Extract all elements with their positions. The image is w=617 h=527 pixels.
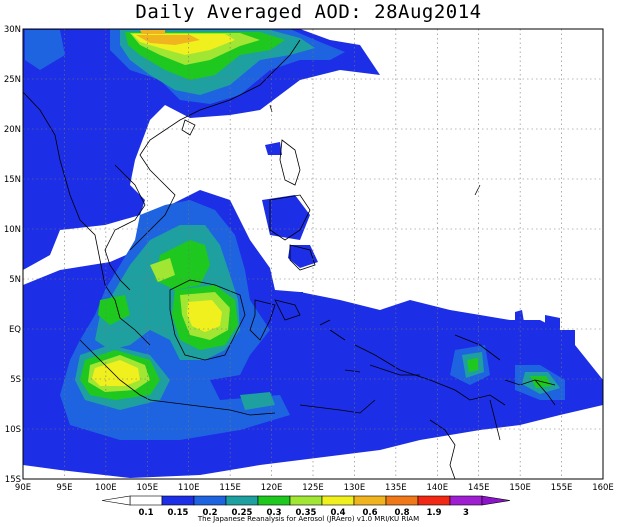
lat-tick-label: 15S	[5, 475, 21, 485]
lon-tick-label: 135E	[385, 483, 407, 493]
colorbar-label: 0.3	[266, 508, 281, 518]
lat-tick-label: 15N	[4, 175, 21, 185]
colorbar-label: 0.15	[168, 508, 189, 518]
lon-tick-label: 90E	[15, 483, 31, 493]
colorbar-swatch	[289, 495, 323, 506]
colorbar-low-arrow	[101, 495, 131, 506]
aod-level-0-6	[136, 30, 200, 45]
colorbar-label: 0.2	[202, 508, 217, 518]
colorbar-swatch	[225, 495, 259, 506]
colorbar-swatch	[321, 495, 355, 506]
lon-tick-label: 150E	[509, 483, 531, 493]
colorbar-swatch	[417, 495, 451, 506]
lon-tick-label: 160E	[592, 483, 614, 493]
lat-tick-label: EQ	[9, 325, 21, 335]
colorbar-swatch	[385, 495, 419, 506]
colorbar-swatch	[161, 495, 195, 506]
lon-tick-label: 130E	[344, 483, 366, 493]
aod-level-0-4	[92, 34, 235, 386]
lat-tick-label: 5S	[10, 375, 21, 385]
lon-tick-label: 100E	[95, 483, 117, 493]
lon-tick-label: 105E	[136, 483, 158, 493]
lon-tick-label: 145E	[468, 483, 490, 493]
lon-tick-label: 140E	[426, 483, 448, 493]
lat-tick-label: 25N	[4, 75, 21, 85]
lat-tick-label: 5N	[9, 275, 21, 285]
lon-tick-label: 115E	[219, 483, 241, 493]
lon-tick-label: 120E	[261, 483, 283, 493]
lat-axis-labels: 15S 10S 5S EQ 5N 10N 15N 20N 25N 30N	[4, 25, 21, 485]
colorbar-swatch	[129, 495, 163, 506]
lat-tick-label: 30N	[4, 25, 21, 35]
lon-axis-labels: 90E 95E 100E 105E 110E 115E 120E 125E 130E 135E 14…	[15, 483, 614, 493]
colorbar-label: 0.25	[232, 508, 253, 518]
colorbar-high-arrow	[481, 495, 511, 506]
aod-field	[23, 29, 603, 478]
map-frame	[22, 28, 604, 480]
colorbar-label: 0.8	[394, 508, 409, 518]
colorbar-label: 0.1	[138, 508, 153, 518]
colorbar-swatch	[257, 495, 291, 506]
colorbar-label: 0.6	[362, 508, 377, 518]
lat-tick-label: 10S	[5, 425, 21, 435]
credit-text: The Japanese Reanalysis for Aerosol (JRA…	[197, 515, 420, 523]
lon-tick-label: 110E	[178, 483, 200, 493]
colorbar-label: 0.4	[330, 508, 345, 518]
colorbar: 0.1 0.15 0.2 0.25 0.3 0.35 0.4 0.6 0.8 1.9 3	[101, 495, 511, 518]
lat-tick-label: 10N	[4, 225, 21, 235]
grid-lines	[23, 29, 603, 479]
lon-tick-label: 95E	[56, 483, 72, 493]
lon-tick-label: 125E	[302, 483, 324, 493]
colorbar-label: 1.9	[426, 508, 441, 518]
colorbar-label: 3	[463, 508, 469, 518]
lon-tick-label: 155E	[551, 483, 573, 493]
colorbar-swatch	[353, 495, 387, 506]
lat-tick-label: 20N	[4, 125, 21, 135]
colorbar-swatch	[193, 495, 227, 506]
map-title: Daily Averaged AOD: 28Aug2014	[135, 1, 482, 23]
colorbar-label: 0.35	[296, 508, 317, 518]
colorbar-swatch	[449, 495, 483, 506]
coastlines	[23, 39, 556, 479]
